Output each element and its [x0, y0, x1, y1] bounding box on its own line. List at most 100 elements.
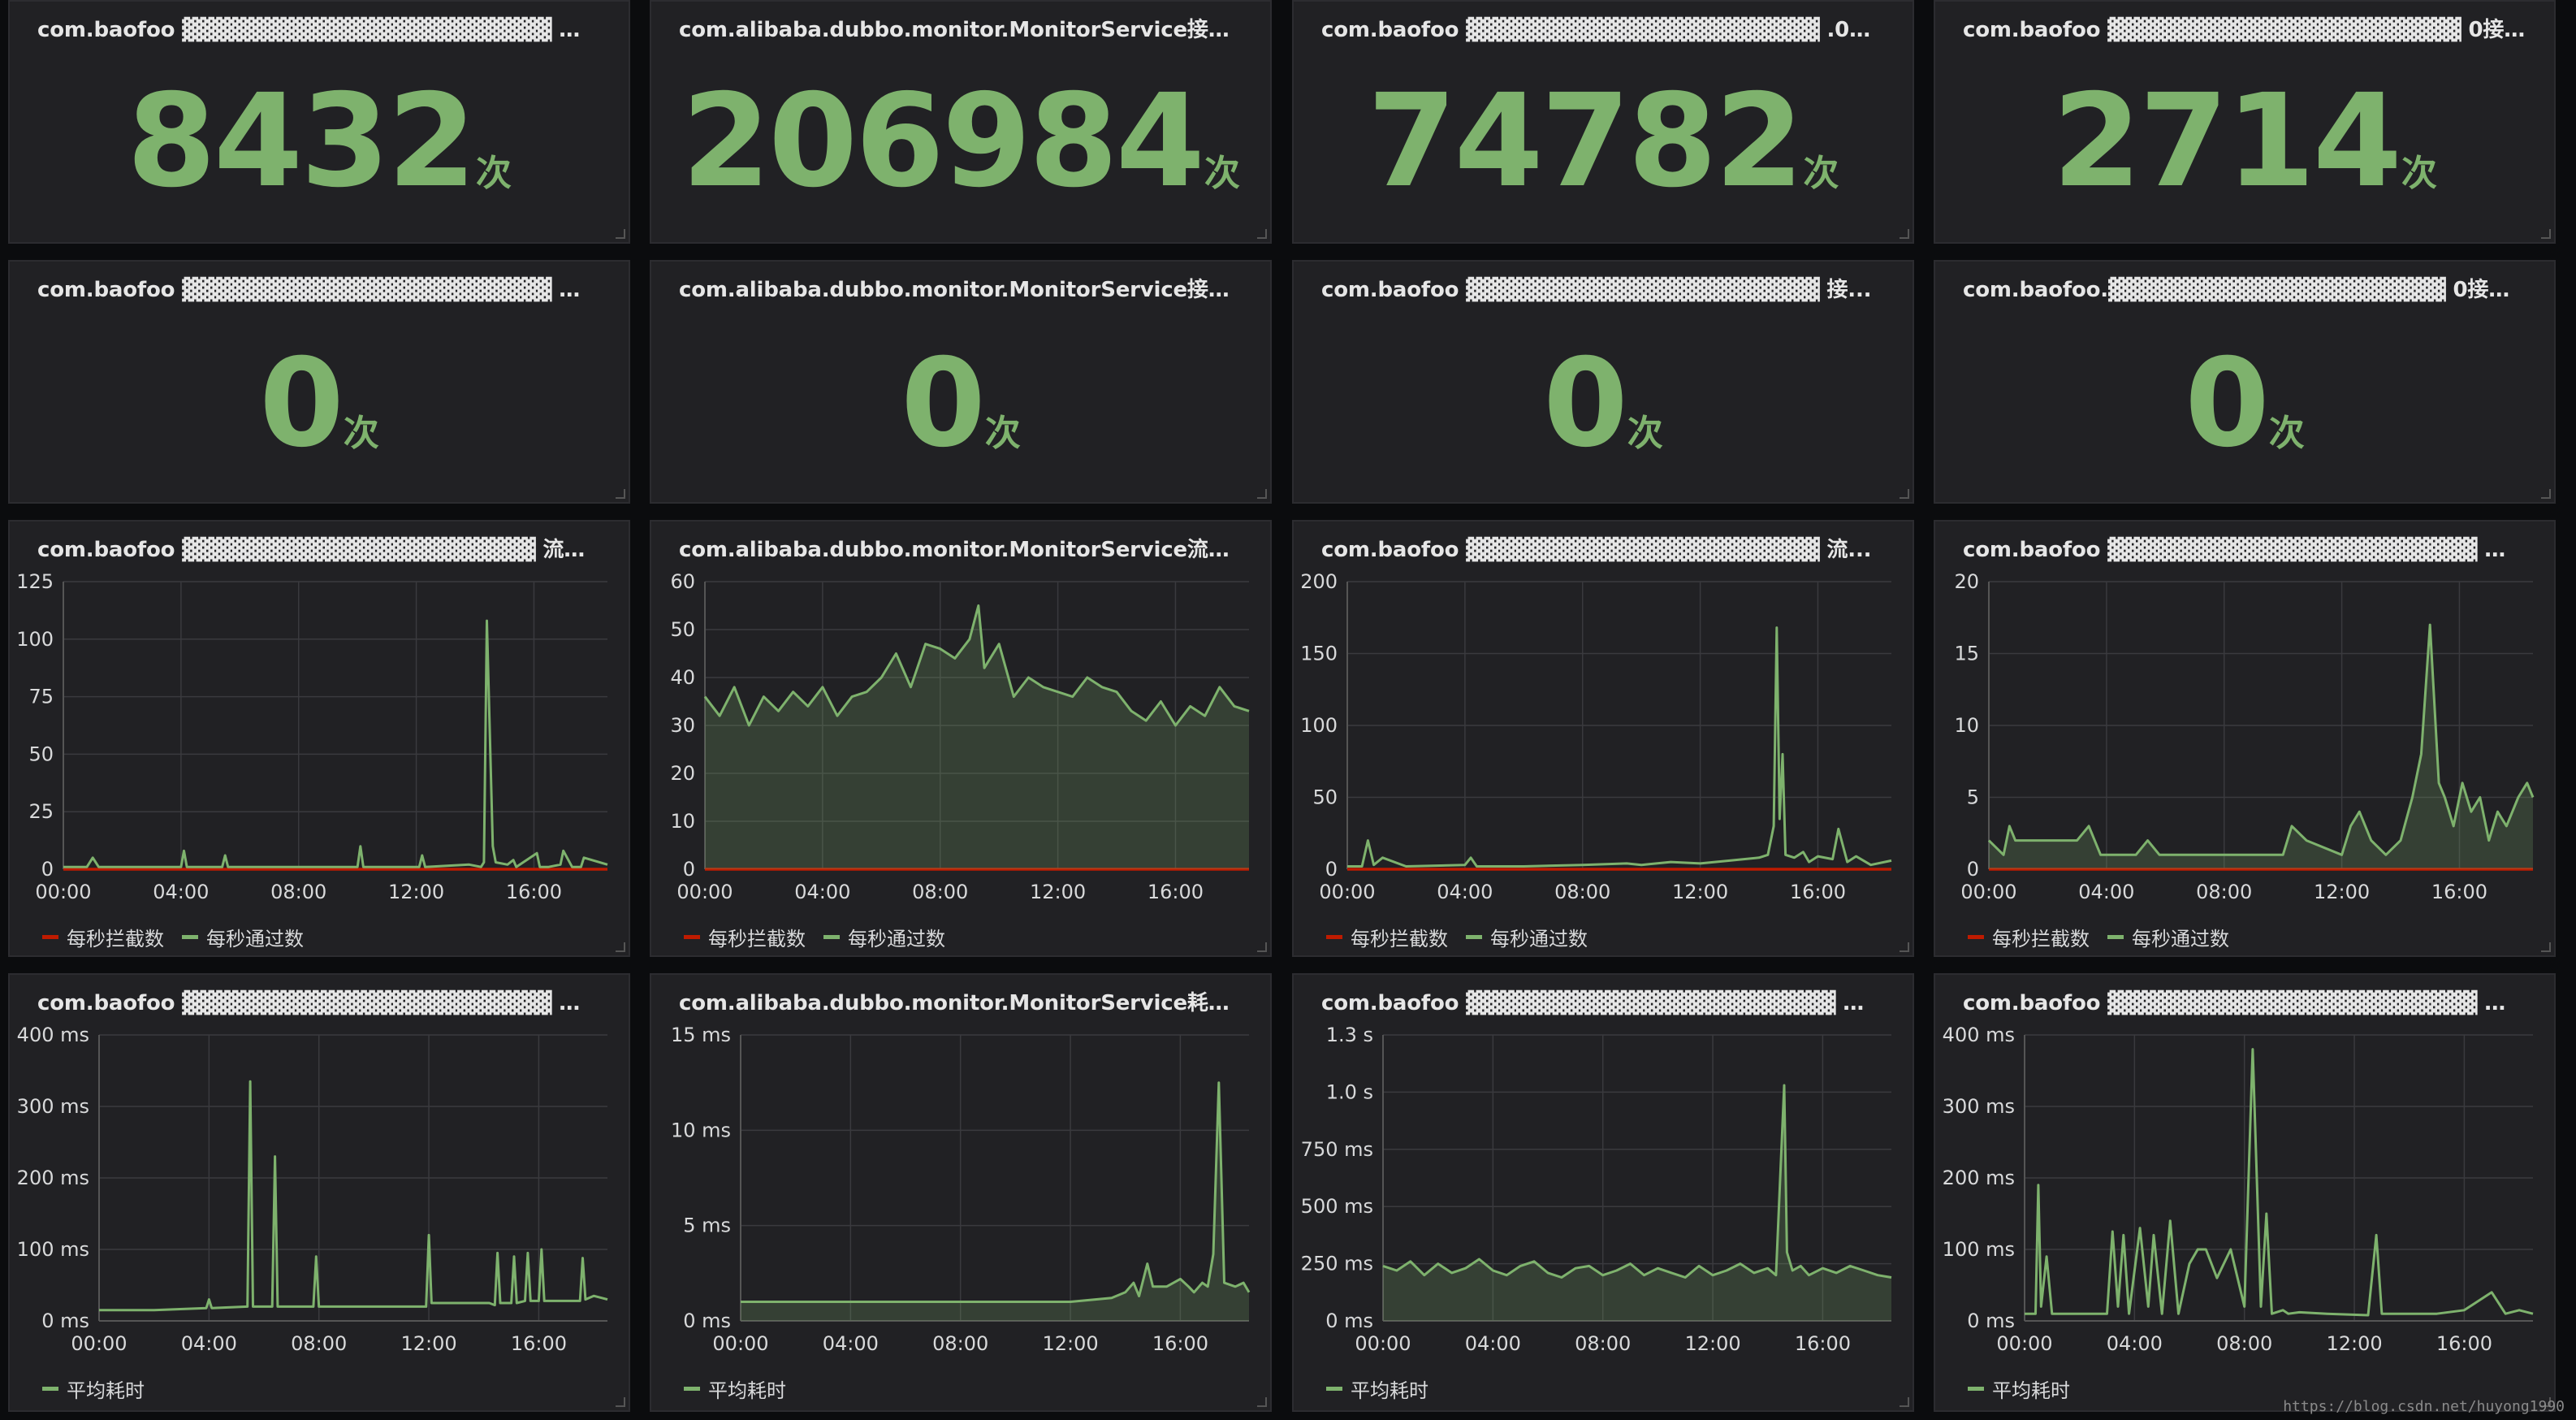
resize-handle[interactable] [1257, 489, 1267, 499]
panel-title[interactable]: com.baofoo ▓▓▓▓▓▓▓▓▓▓▓▓▓▓▓▓▓▓▓▓▓▓▓ 接口... [37, 278, 625, 302]
legend-item[interactable]: 每秒拦截数 [684, 923, 806, 951]
series-area [741, 1082, 1249, 1321]
resize-handle[interactable] [1257, 942, 1267, 952]
stat-value: 0次 [1935, 333, 2554, 474]
y-tick-label: 50 [28, 742, 54, 765]
y-tick-label: 0 ms [1967, 1310, 2015, 1332]
legend-swatch [823, 935, 840, 939]
panel-title[interactable]: com.baofoo ▓▓▓▓▓▓▓▓▓▓▓▓▓▓▓▓▓▓▓▓▓▓ 0接口... [1963, 18, 2549, 42]
x-tick-label: 00:00 [676, 881, 733, 903]
y-tick-label: 100 [1300, 714, 1338, 737]
resize-handle[interactable] [1257, 1397, 1267, 1407]
legend-item[interactable]: 每秒通过数 [2107, 923, 2229, 951]
panel-title[interactable]: com.baofoo ▓▓▓▓▓▓▓▓▓▓▓▓▓▓▓▓▓▓▓▓▓▓▓ 接口... [37, 18, 625, 42]
stat-unit: 次 [2268, 413, 2305, 454]
graph-panel[interactable]: com.baofoo ▓▓▓▓▓▓▓▓▓▓▓▓▓▓▓▓▓▓▓▓▓▓▓ 耗... 0… [1292, 973, 1914, 1412]
y-tick-label: 50 [1312, 786, 1338, 809]
stat-unit: 次 [2401, 153, 2437, 194]
legend-swatch [684, 1387, 700, 1391]
chart-svg: 0 ms 100 ms 200 ms 300 ms 400 ms 00:00 04:00 08… [17, 1024, 608, 1355]
resize-handle[interactable] [616, 942, 625, 952]
stat-panel[interactable]: com.baofoo ▓▓▓▓▓▓▓▓▓▓▓▓▓▓▓▓▓▓▓▓▓▓▓ 接口...… [8, 0, 630, 244]
legend-label: 每秒通过数 [848, 928, 945, 950]
graph-panel[interactable]: com.baofoo ▓▓▓▓▓▓▓▓▓▓▓▓▓▓▓▓▓▓▓▓▓▓ 流控... 0… [8, 520, 630, 957]
stat-panel[interactable]: com.baofoo ▓▓▓▓▓▓▓▓▓▓▓▓▓▓▓▓▓▓▓▓▓▓ 0接口...… [1934, 0, 2556, 244]
x-tick-label: 00:00 [35, 881, 91, 903]
stat-number: 0 [1543, 333, 1627, 474]
stat-panel[interactable]: com.baofoo ▓▓▓▓▓▓▓▓▓▓▓▓▓▓▓▓▓▓▓▓▓▓ 接... 0次 [1292, 260, 1914, 504]
legend-item[interactable]: 每秒拦截数 [1326, 923, 1448, 951]
legend-swatch [684, 935, 700, 939]
x-tick-label: 12:00 [1042, 1332, 1098, 1355]
x-tick-label: 00:00 [712, 1332, 768, 1355]
x-tick-label: 12:00 [400, 1332, 456, 1355]
y-tick-label: 125 [16, 570, 54, 593]
stat-unit: 次 [1627, 413, 1663, 454]
stat-panel[interactable]: com.baofoo ▓▓▓▓▓▓▓▓▓▓▓▓▓▓▓▓▓▓▓▓▓▓ .0接...… [1292, 0, 1914, 244]
legend: 每秒拦截数 每秒通过数 [42, 921, 322, 951]
legend-item[interactable]: 每秒通过数 [823, 923, 945, 951]
resize-handle[interactable] [1900, 942, 1909, 952]
series-line-passed [1347, 626, 1892, 868]
legend-item[interactable]: 每秒拦截数 [1968, 923, 2090, 951]
stat-number: 74782 [1367, 67, 1804, 216]
y-tick-label: 0 [41, 858, 54, 881]
legend-item[interactable]: 平均耗时 [1326, 1375, 1428, 1403]
x-tick-label: 08:00 [1554, 881, 1610, 903]
graph-panel[interactable]: com.alibaba.dubbo.monitor.MonitorService… [650, 973, 1272, 1412]
legend-label: 每秒拦截数 [1351, 928, 1448, 950]
resize-handle[interactable] [1257, 229, 1267, 239]
panel-title[interactable]: com.baofoo ▓▓▓▓▓▓▓▓▓▓▓▓▓▓▓▓▓▓▓▓▓▓ .0接... [1321, 18, 1894, 42]
resize-handle[interactable] [1900, 1397, 1909, 1407]
panel-title[interactable]: com.alibaba.dubbo.monitor.MonitorService… [679, 18, 1270, 42]
legend-item[interactable]: 平均耗时 [684, 1375, 786, 1403]
legend-label: 平均耗时 [67, 1379, 145, 1402]
resize-handle[interactable] [1900, 489, 1909, 499]
resize-handle[interactable] [616, 1397, 625, 1407]
legend-item[interactable]: 每秒通过数 [182, 923, 304, 951]
y-tick-label: 400 ms [1943, 1024, 2015, 1046]
resize-handle[interactable] [616, 489, 625, 499]
legend-item[interactable]: 每秒通过数 [1466, 923, 1588, 951]
y-tick-label: 0 [1967, 858, 1979, 881]
legend: 平均耗时 [1326, 1373, 1446, 1403]
resize-handle[interactable] [616, 229, 625, 239]
legend-swatch [1326, 935, 1342, 939]
legend: 平均耗时 [1968, 1373, 2088, 1403]
resize-handle[interactable] [2541, 489, 2551, 499]
graph-panel[interactable]: com.alibaba.dubbo.monitor.MonitorService… [650, 520, 1272, 957]
panel-title[interactable]: com.baofoo ▓▓▓▓▓▓▓▓▓▓▓▓▓▓▓▓▓▓▓▓▓▓ 接... [1321, 278, 1872, 302]
x-tick-label: 16:00 [506, 881, 562, 903]
stat-panel[interactable]: com.baofoo ▓▓▓▓▓▓▓▓▓▓▓▓▓▓▓▓▓▓▓▓▓▓▓ 接口...… [8, 260, 630, 504]
resize-handle[interactable] [2541, 229, 2551, 239]
graph-panel[interactable]: com.baofoo ▓▓▓▓▓▓▓▓▓▓▓▓▓▓▓▓▓▓▓▓▓▓ 流... 0 5… [1292, 520, 1914, 957]
chart-svg: 0 ms 5 ms 10 ms 15 ms 00:00 04:00 08:00 12:00 16… [671, 1024, 1251, 1355]
stat-panel[interactable]: com.alibaba.dubbo.monitor.MonitorService… [650, 0, 1272, 244]
legend-item[interactable]: 平均耗时 [42, 1375, 145, 1403]
y-tick-label: 400 ms [17, 1024, 89, 1046]
x-tick-label: 16:00 [511, 1332, 567, 1355]
y-tick-label: 25 [28, 800, 54, 823]
graph-panel[interactable]: com.baofoo ▓▓▓▓▓▓▓▓▓▓▓▓▓▓▓▓▓▓▓▓▓▓▓ 耗时...… [8, 973, 630, 1412]
stat-panel[interactable]: com.alibaba.dubbo.monitor.MonitorService… [650, 260, 1272, 504]
resize-handle[interactable] [2541, 1397, 2551, 1407]
panel-title[interactable]: com.alibaba.dubbo.monitor.MonitorService… [679, 278, 1270, 302]
x-tick-label: 04:00 [794, 881, 850, 903]
x-tick-label: 12:00 [1672, 881, 1728, 903]
graph-panel[interactable]: com.baofoo ▓▓▓▓▓▓▓▓▓▓▓▓▓▓▓▓▓▓▓▓▓▓▓ 耗时...… [1934, 973, 2556, 1412]
x-tick-label: 12:00 [1684, 1332, 1740, 1355]
legend-label: 平均耗时 [1351, 1379, 1428, 1402]
resize-handle[interactable] [2541, 942, 2551, 952]
chart-svg: 0 ms 100 ms 200 ms 300 ms 400 ms 00:00 04:00 08… [1943, 1024, 2534, 1355]
x-tick-label: 04:00 [1437, 881, 1493, 903]
y-tick-label: 20 [670, 762, 695, 785]
stat-unit: 次 [475, 153, 512, 194]
legend-item[interactable]: 每秒拦截数 [42, 923, 164, 951]
y-tick-label: 75 [28, 686, 54, 708]
resize-handle[interactable] [1900, 229, 1909, 239]
legend: 平均耗时 [684, 1373, 804, 1403]
panel-title[interactable]: com.baofoo.▓▓▓▓▓▓▓▓▓▓▓▓▓▓▓▓▓▓▓▓▓ 0接口... [1963, 278, 2534, 302]
stat-panel[interactable]: com.baofoo.▓▓▓▓▓▓▓▓▓▓▓▓▓▓▓▓▓▓▓▓▓ 0接口... 0… [1934, 260, 2556, 504]
legend-item[interactable]: 平均耗时 [1968, 1375, 2070, 1403]
graph-panel[interactable]: com.baofoo ▓▓▓▓▓▓▓▓▓▓▓▓▓▓▓▓▓▓▓▓▓▓▓ 流控...… [1934, 520, 2556, 957]
